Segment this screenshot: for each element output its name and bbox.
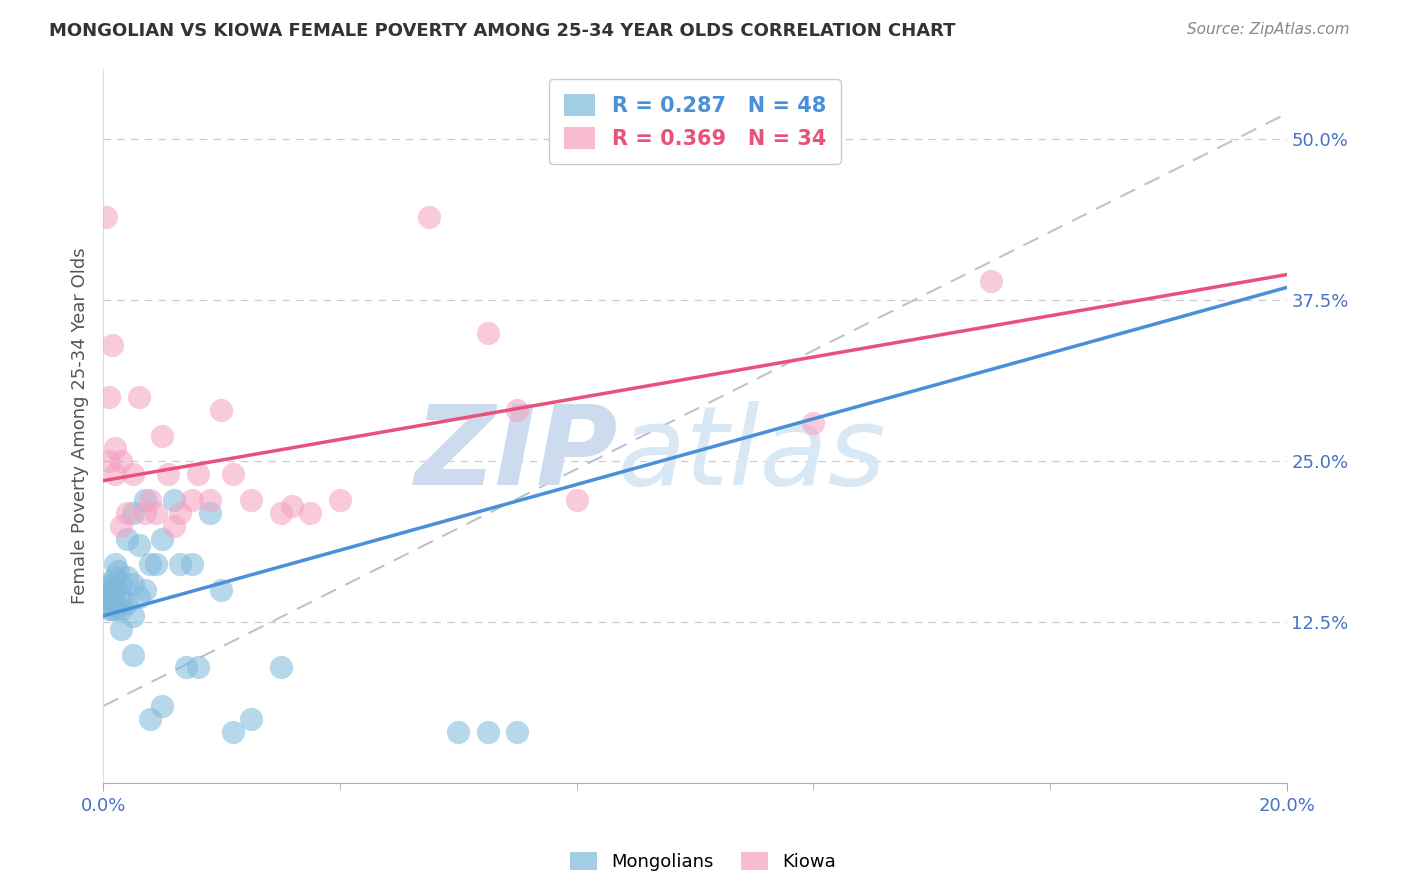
Point — [157, 467, 180, 482]
Legend: R = 0.287   N = 48, R = 0.369   N = 34: R = 0.287 N = 48, R = 0.369 N = 34 — [550, 78, 841, 164]
Point — [187, 660, 209, 674]
Point — [104, 467, 127, 482]
Point — [110, 602, 132, 616]
Point — [98, 586, 121, 600]
Point — [128, 390, 150, 404]
Y-axis label: Female Poverty Among 25-34 Year Olds: Female Poverty Among 25-34 Year Olds — [72, 248, 89, 604]
Point — [104, 558, 127, 572]
Point — [104, 570, 127, 584]
Point — [180, 493, 202, 508]
Point — [163, 493, 186, 508]
Text: Source: ZipAtlas.com: Source: ZipAtlas.com — [1187, 22, 1350, 37]
Point — [115, 532, 138, 546]
Point — [98, 596, 121, 610]
Text: atlas: atlas — [617, 401, 887, 508]
Point — [801, 416, 824, 430]
Point — [98, 454, 121, 468]
Point — [121, 506, 143, 520]
Point — [104, 583, 127, 598]
Point — [121, 648, 143, 662]
Point — [163, 518, 186, 533]
Point — [104, 602, 127, 616]
Point — [107, 564, 129, 578]
Point — [101, 583, 124, 598]
Point — [150, 699, 173, 714]
Point — [418, 210, 440, 224]
Point — [104, 442, 127, 456]
Point — [134, 583, 156, 598]
Point — [198, 493, 221, 508]
Point — [97, 590, 120, 604]
Point — [110, 518, 132, 533]
Point — [211, 583, 233, 598]
Point — [121, 576, 143, 591]
Point — [329, 493, 352, 508]
Point — [121, 608, 143, 623]
Point — [506, 724, 529, 739]
Point — [506, 402, 529, 417]
Point — [299, 506, 322, 520]
Point — [169, 506, 191, 520]
Point — [447, 724, 470, 739]
Point — [211, 402, 233, 417]
Text: ZIP: ZIP — [415, 401, 617, 508]
Point — [128, 590, 150, 604]
Point — [281, 500, 304, 514]
Point — [139, 712, 162, 726]
Point — [110, 590, 132, 604]
Point — [198, 506, 221, 520]
Point — [270, 660, 292, 674]
Point — [477, 326, 499, 340]
Point — [187, 467, 209, 482]
Point — [180, 558, 202, 572]
Point — [110, 576, 132, 591]
Text: MONGOLIAN VS KIOWA FEMALE POVERTY AMONG 25-34 YEAR OLDS CORRELATION CHART: MONGOLIAN VS KIOWA FEMALE POVERTY AMONG … — [49, 22, 956, 40]
Point — [101, 602, 124, 616]
Point — [134, 506, 156, 520]
Point — [222, 467, 245, 482]
Point — [980, 274, 1002, 288]
Point — [222, 724, 245, 739]
Point — [115, 596, 138, 610]
Point — [104, 596, 127, 610]
Point — [477, 724, 499, 739]
Point — [115, 570, 138, 584]
Point — [134, 493, 156, 508]
Point — [115, 506, 138, 520]
Point — [98, 602, 121, 616]
Point — [139, 558, 162, 572]
Point — [565, 493, 588, 508]
Point — [110, 622, 132, 636]
Point — [174, 660, 197, 674]
Point — [145, 558, 167, 572]
Point — [94, 576, 117, 591]
Point — [139, 493, 162, 508]
Point — [150, 428, 173, 442]
Point — [150, 532, 173, 546]
Point — [270, 506, 292, 520]
Point — [240, 493, 263, 508]
Point — [101, 338, 124, 352]
Point — [110, 454, 132, 468]
Point — [169, 558, 191, 572]
Point — [98, 590, 121, 604]
Legend: Mongolians, Kiowa: Mongolians, Kiowa — [562, 845, 844, 879]
Point — [98, 579, 121, 593]
Point — [98, 390, 121, 404]
Point — [128, 538, 150, 552]
Point — [121, 467, 143, 482]
Point — [240, 712, 263, 726]
Point — [145, 506, 167, 520]
Point — [94, 210, 117, 224]
